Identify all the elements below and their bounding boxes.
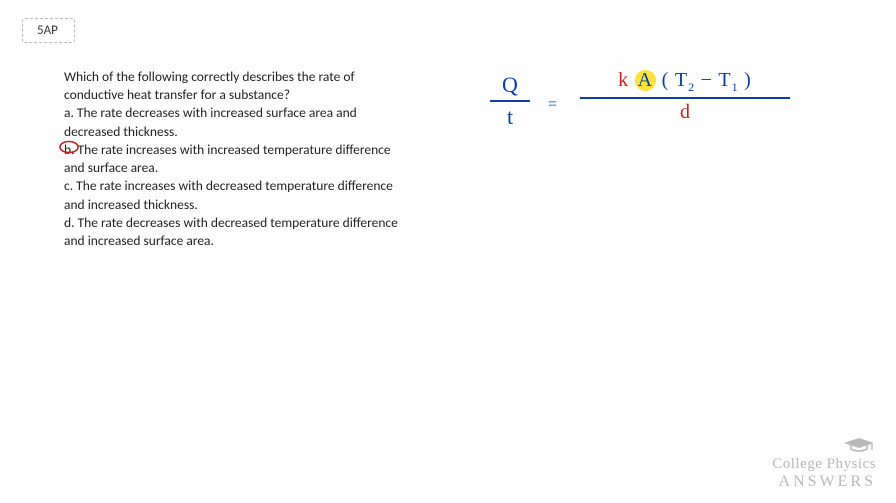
option-d: d. The rate decreases with decreased tem…: [64, 214, 414, 250]
brand-line-1: College Physics: [772, 456, 876, 473]
problem-badge: 5AP: [22, 18, 75, 43]
lhs-numerator: Q: [490, 72, 530, 98]
coefficient-k: k: [618, 69, 629, 91]
temp-1: T1: [718, 69, 738, 91]
brand-logo: College Physics ANSWERS: [772, 436, 876, 491]
option-c: c. The rate increases with decreased tem…: [64, 177, 414, 213]
lhs-fraction: Q t: [490, 72, 530, 130]
problem-number: 5AP: [37, 23, 58, 38]
fraction-bar-icon: [580, 97, 790, 99]
graduation-cap-icon: [842, 436, 876, 454]
question-block: Which of the following correctly describ…: [64, 68, 414, 250]
temp-2: T2: [675, 69, 695, 91]
rhs-numerator: k A ( T2 − T1 ): [580, 68, 790, 95]
fraction-bar-icon: [490, 100, 530, 102]
area-A: A: [635, 69, 656, 91]
paren-open: (: [662, 69, 670, 91]
option-b-wrap: b. The rate increases with increased tem…: [64, 141, 414, 177]
paren-close: ): [744, 69, 752, 91]
option-b: b. The rate increases with increased tem…: [64, 141, 414, 177]
rhs-denominator: d: [580, 101, 790, 124]
highlight-A: A: [635, 70, 656, 91]
equals-sign: =: [548, 96, 557, 114]
brand-line-2: ANSWERS: [772, 473, 876, 491]
heat-transfer-formula: Q t = k A ( T2 − T1 ) d: [490, 62, 820, 152]
question-prompt: Which of the following correctly describ…: [64, 68, 414, 104]
option-a: a. The rate decreases with increased sur…: [64, 104, 414, 140]
lhs-denominator: t: [490, 104, 530, 130]
minus-sign: −: [701, 69, 713, 91]
rhs-fraction: k A ( T2 − T1 ) d: [580, 68, 790, 124]
